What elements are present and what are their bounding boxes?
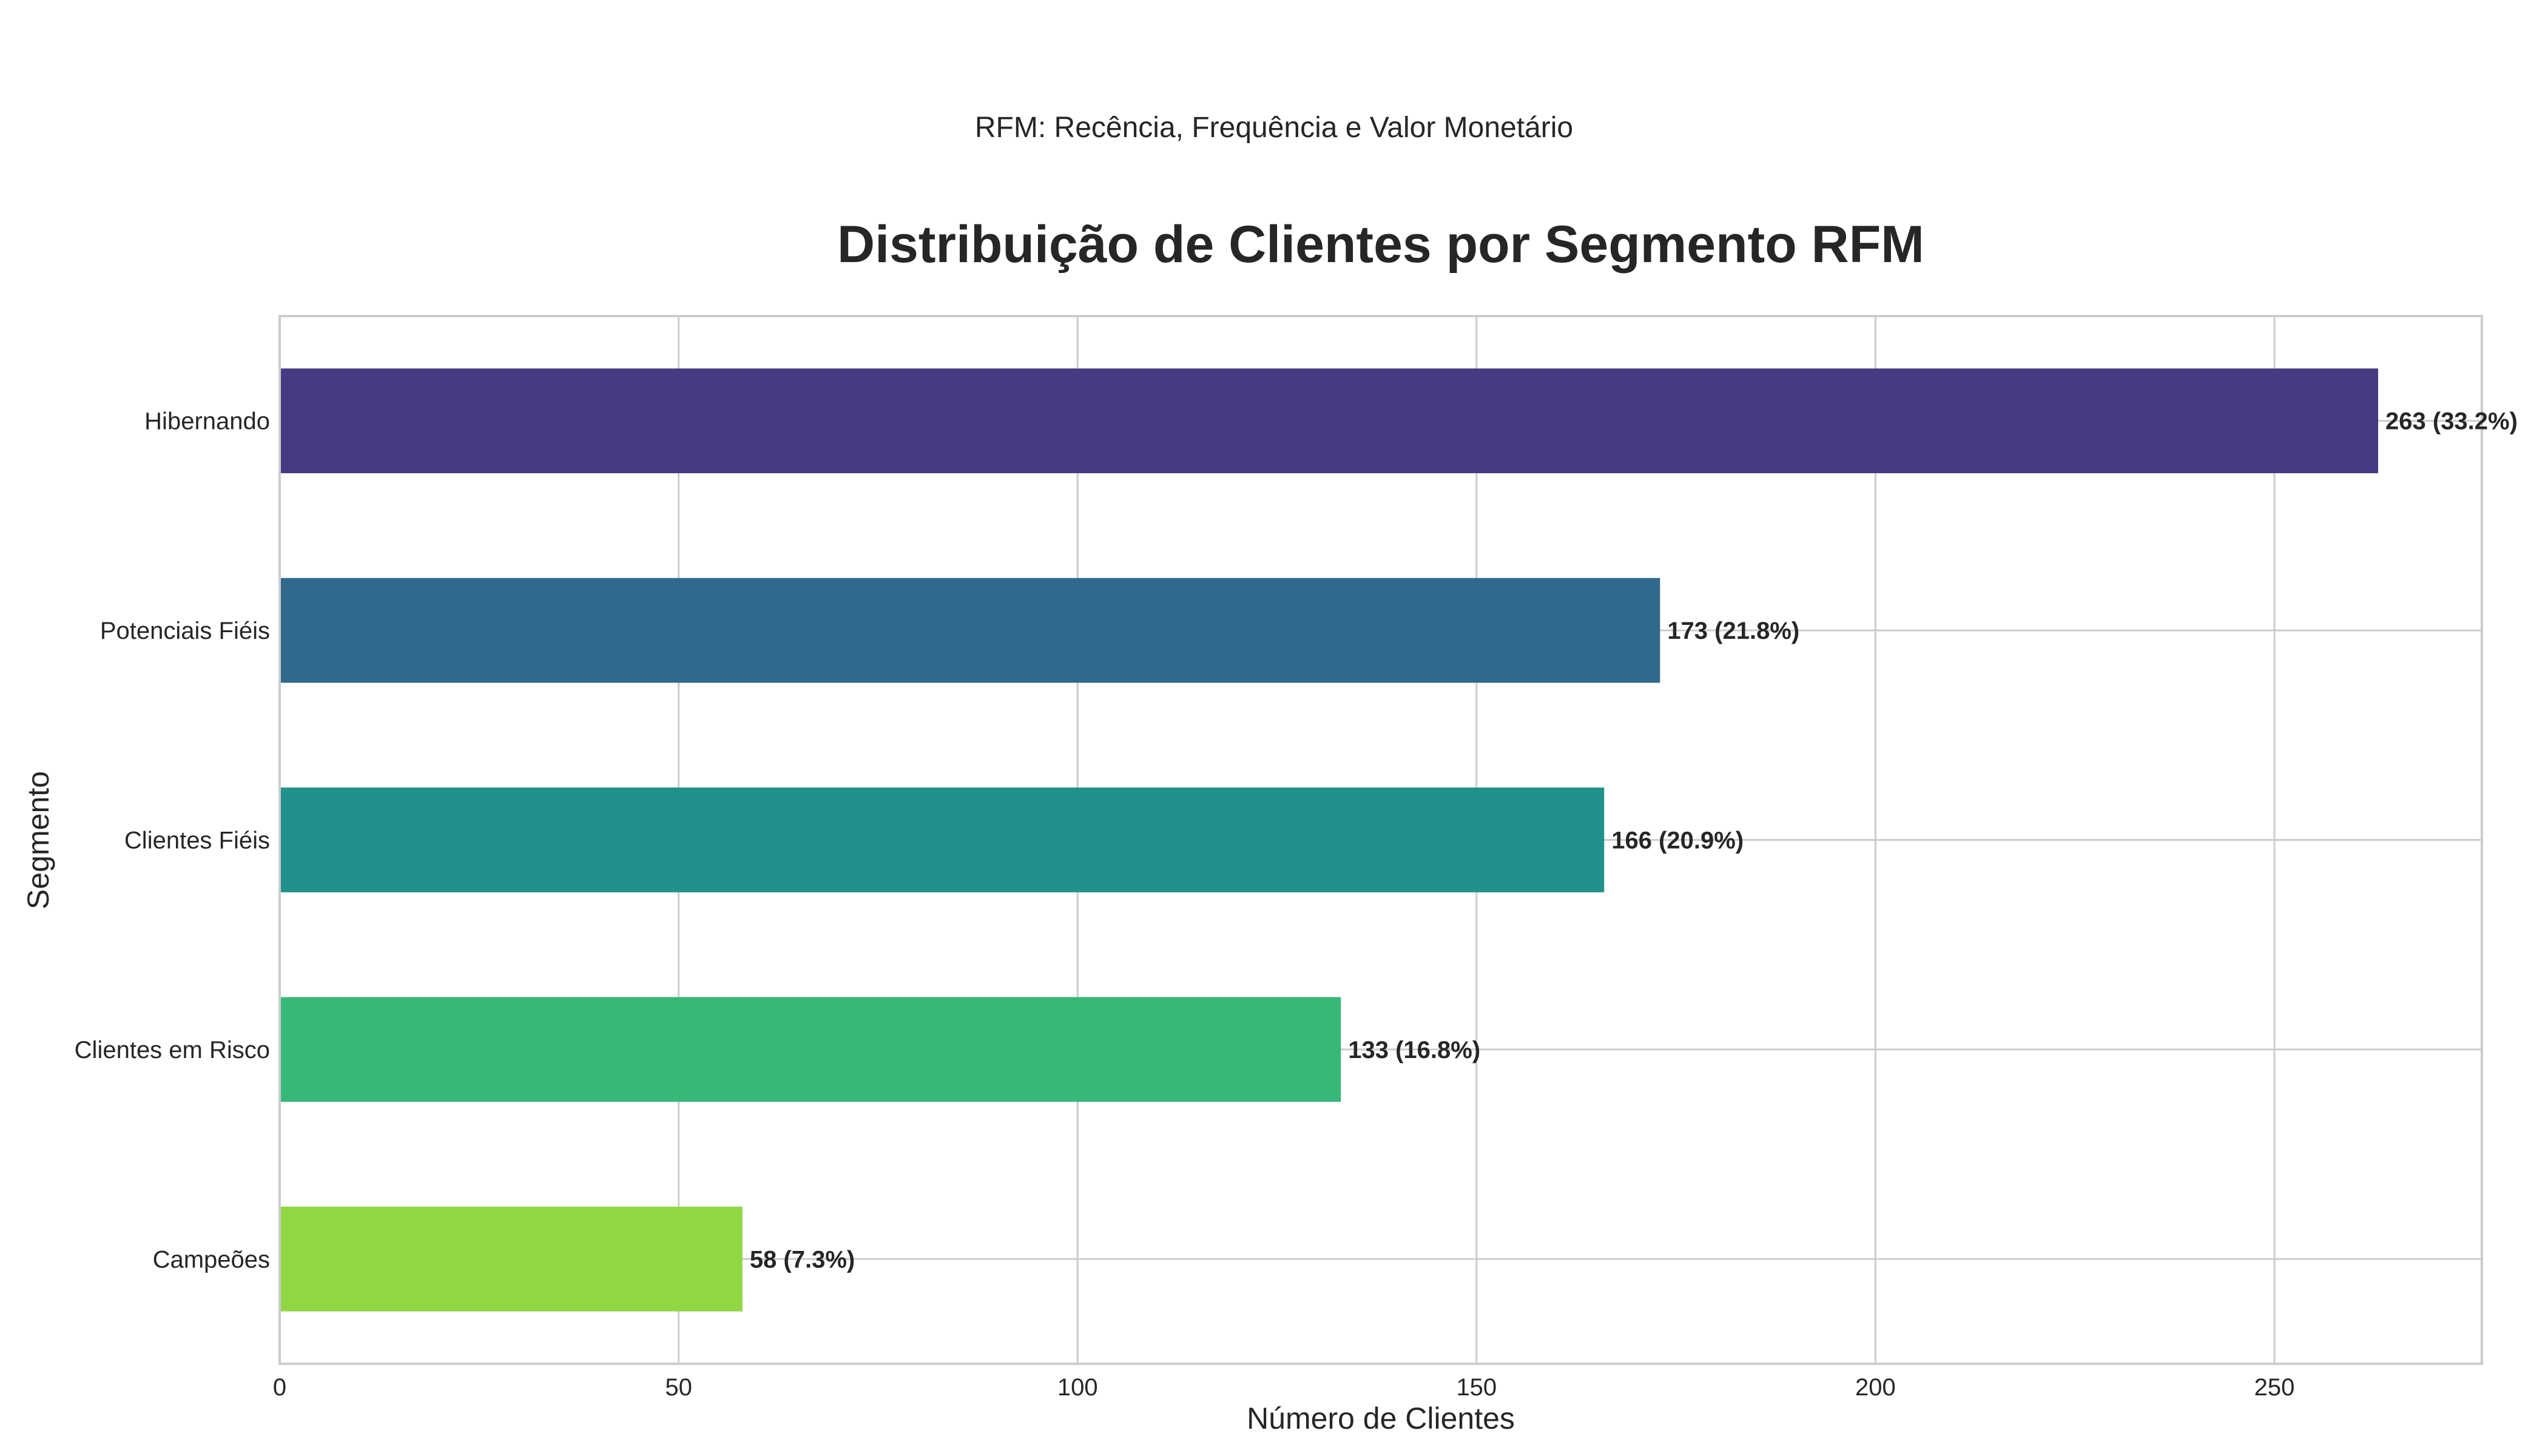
x-tick-label: 150 xyxy=(1456,1374,1497,1401)
x-tick-label: 200 xyxy=(1855,1374,1896,1401)
bar xyxy=(280,1206,743,1312)
bar xyxy=(280,997,1341,1102)
bar-value-label: 58 (7.3%) xyxy=(750,1246,855,1273)
chart-suptitle: RFM: Recência, Frequência e Valor Monetá… xyxy=(975,112,1573,144)
x-tick-label: 100 xyxy=(1057,1374,1098,1401)
tick-labels: 0 50 100 150 200 250 Hibernando Potenciais Fiéi… xyxy=(75,408,2295,1401)
y-tick-label: Potenciais Fiéis xyxy=(100,618,270,644)
chart-title: Distribuição de Clientes por Segmento RF… xyxy=(837,215,1924,274)
y-tick-label: Clientes em Risco xyxy=(75,1037,270,1063)
bars xyxy=(280,368,2379,1312)
bar xyxy=(280,787,1605,892)
bar-value-label: 133 (16.8%) xyxy=(1348,1037,1480,1063)
x-tick-label: 50 xyxy=(665,1374,692,1401)
bar-value-labels: 263 (33.2%) 173 (21.8%) 166 (20.9%) 133 (16… xyxy=(750,408,2518,1273)
bar-value-label: 166 (20.9%) xyxy=(1611,827,1744,854)
bar-value-label: 173 (21.8%) xyxy=(1667,618,1799,644)
y-tick-label: Clientes Fiéis xyxy=(124,827,270,854)
y-axis-label: Segmento xyxy=(21,771,55,909)
x-tick-label: 0 xyxy=(273,1374,286,1401)
y-tick-label: Campeões xyxy=(153,1246,270,1273)
bar xyxy=(280,578,1660,683)
bar-value-label: 263 (33.2%) xyxy=(2385,408,2518,435)
bar xyxy=(280,368,2379,474)
plot-frame xyxy=(278,315,2483,1365)
x-tick-label: 250 xyxy=(2254,1374,2295,1401)
y-tick-label: Hibernando xyxy=(144,408,270,435)
x-axis-label: Número de Clientes xyxy=(1247,1401,1515,1435)
